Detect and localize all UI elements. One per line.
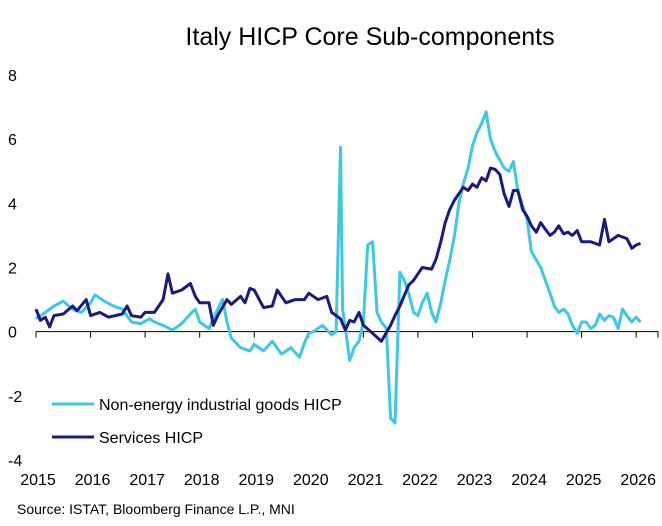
x-axis-ticks: 2015 2016 2017 2018 2019 2020 2021 2022 2023 2024… — [20, 472, 656, 489]
y-tick-label: 6 — [8, 132, 17, 149]
x-tick-label: 2016 — [75, 472, 111, 489]
x-tick-label: 2025 — [566, 472, 602, 489]
x-axis-tick-marks — [35, 331, 659, 338]
y-tick-label: -2 — [8, 389, 22, 406]
x-tick-label: 2026 — [620, 472, 656, 489]
x-tick-label: 2019 — [238, 472, 274, 489]
x-tick-label: 2023 — [457, 472, 493, 489]
series-lines — [34, 110, 642, 425]
series-line-services — [34, 166, 642, 343]
x-tick-label: 2018 — [184, 472, 220, 489]
source-note: Source: ISTAT, Bloomberg Finance L.P., M… — [17, 501, 295, 517]
legend-label-non-energy: Non-energy industrial goods HICP — [99, 397, 342, 414]
y-tick-label: -4 — [8, 453, 22, 470]
y-tick-label: 8 — [8, 68, 17, 85]
x-tick-label: 2022 — [402, 472, 438, 489]
legend-label-services: Services HICP — [99, 430, 203, 447]
x-tick-label: 2021 — [348, 472, 384, 489]
legend: Non-energy industrial goods HICP Service… — [52, 397, 342, 447]
chart-title: Italy HICP Core Sub-components — [185, 23, 554, 51]
series-line-non-energy — [35, 110, 642, 425]
y-tick-label: 2 — [8, 261, 17, 278]
y-axis-ticks: -4 -2 0 2 4 6 8 — [8, 68, 22, 470]
x-tick-label: 2015 — [20, 472, 56, 489]
x-tick-label: 2020 — [293, 472, 329, 489]
y-tick-label: 4 — [8, 196, 17, 213]
y-tick-label: 0 — [8, 325, 17, 342]
x-tick-label: 2017 — [129, 472, 165, 489]
x-tick-label: 2024 — [511, 472, 547, 489]
